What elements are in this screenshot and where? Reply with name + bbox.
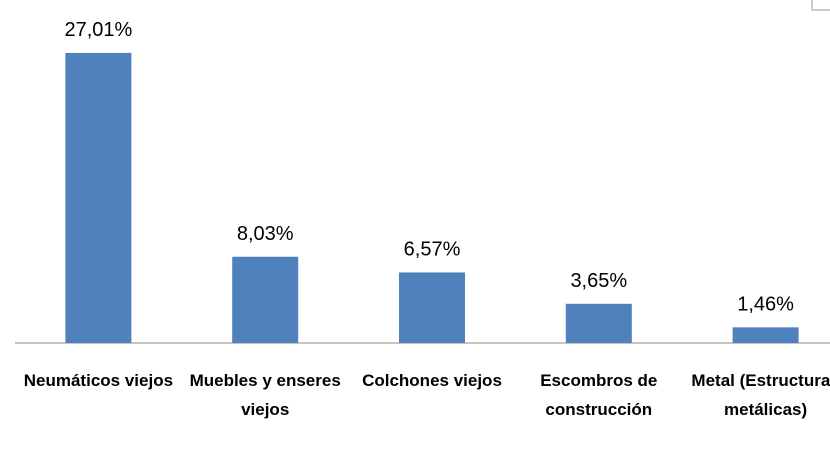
bar	[565, 303, 632, 343]
data-label: 6,57%	[404, 239, 461, 261]
data-label: 27,01%	[64, 19, 132, 41]
bar	[65, 52, 132, 344]
frame-corner	[811, 0, 830, 11]
bar	[399, 272, 465, 343]
bar	[232, 256, 299, 343]
bar	[732, 327, 799, 343]
x-tick-label: Escombros de construcción	[540, 371, 658, 419]
data-label: 1,46%	[737, 294, 794, 316]
data-label: 3,65%	[570, 270, 627, 292]
x-tick-label: Neumáticos viejos	[23, 371, 174, 390]
x-tick-label: Colchones viejos	[362, 371, 502, 390]
x-tick-label: Metal (Estructuras metálicas)	[691, 371, 830, 419]
x-tick-label: Muebles y enseres viejos	[189, 371, 341, 419]
data-label: 8,03%	[237, 223, 294, 245]
